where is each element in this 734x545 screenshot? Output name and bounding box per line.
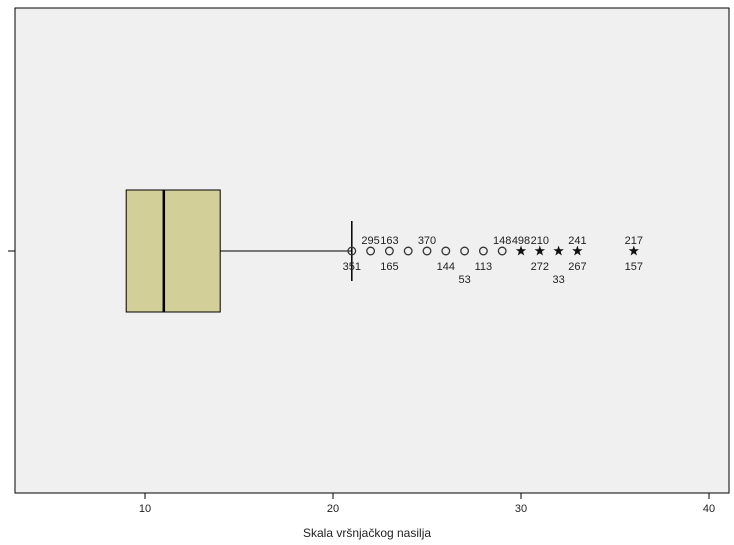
outlier-circle (422, 246, 432, 256)
outlier-circle (384, 246, 394, 256)
outlier-label: 498 (512, 235, 530, 247)
outlier-label: 165 (380, 261, 398, 273)
outlier-label: 113 (475, 261, 493, 273)
outlier-label: 163 (380, 235, 398, 247)
x-tick-label: 40 (703, 503, 715, 515)
outlier-star (515, 245, 527, 256)
outlier-circle (347, 246, 357, 256)
outlier-circle (478, 246, 488, 256)
outlier-label: 210 (531, 235, 549, 247)
outlier-label: 33 (552, 274, 564, 286)
outlier-star (628, 245, 640, 256)
outlier-star (534, 245, 546, 256)
x-axis-title: Skala vršnjačkog nasilja (303, 526, 431, 540)
outlier-label: 157 (625, 261, 643, 273)
outlier-label: 267 (568, 261, 586, 273)
x-tick-label: 30 (515, 503, 527, 515)
outlier-circle (366, 246, 376, 256)
outlier-star (553, 245, 564, 256)
outlier-label: 272 (531, 261, 549, 273)
x-axis-ticks: 10 20 30 40 (139, 493, 715, 515)
outlier-label: 351 (343, 261, 361, 273)
outlier-label: 295 (361, 235, 379, 247)
plot-area (14, 7, 730, 494)
x-tick-label: 20 (327, 503, 339, 515)
outlier-label: 241 (568, 235, 586, 247)
outlier-circle (497, 246, 507, 256)
x-tick-label: 10 (139, 503, 151, 515)
outlier-label: 217 (625, 235, 643, 247)
outlier-circle (460, 246, 470, 256)
outlier-circle (403, 246, 413, 256)
outlier-circle (441, 246, 451, 256)
box-iqr (125, 189, 221, 313)
outlier-label: 148 (493, 235, 511, 247)
outlier-star (572, 245, 583, 256)
outlier-label: 144 (437, 261, 455, 273)
outlier-label: 53 (458, 274, 470, 286)
outlier-label: 370 (418, 235, 436, 247)
